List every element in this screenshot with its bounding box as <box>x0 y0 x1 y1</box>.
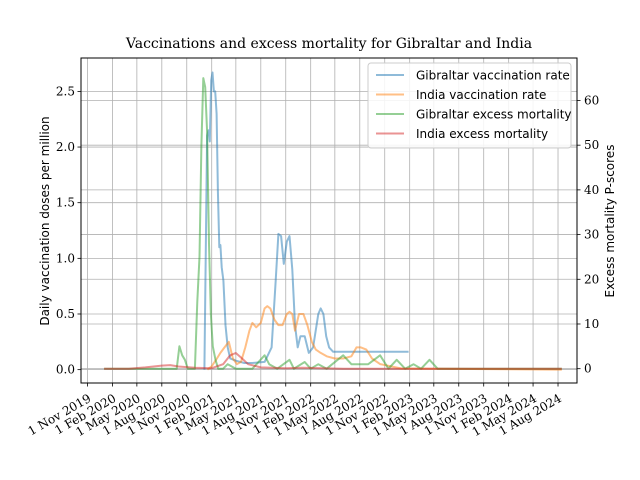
series-line-0 <box>203 71 409 370</box>
grid <box>81 58 577 383</box>
y2-tick-label: 60 <box>584 93 599 107</box>
y2-tick-label: 50 <box>584 138 599 152</box>
legend: Gibraltar vaccination rate India vaccinat… <box>367 62 572 149</box>
y-tick-label: 1.0 <box>56 251 75 265</box>
y2-axis-label: Excess mortality P-scores <box>603 145 617 298</box>
y2-tick-label: 10 <box>584 317 599 331</box>
y2-tick-label: 20 <box>584 272 599 286</box>
y-tick-label: 1.5 <box>56 196 75 210</box>
legend-label: Gibraltar vaccination rate <box>416 69 570 83</box>
series-line-3 <box>104 352 562 370</box>
plot-frame <box>80 57 578 384</box>
y-tick-label: 0.5 <box>56 307 75 321</box>
y-axis-label: Daily vaccination doses per million <box>38 116 52 325</box>
y-tick-label: 0.0 <box>56 363 75 377</box>
legend-box <box>367 62 572 149</box>
y-axis-right: 0 10 20 30 40 50 60 <box>577 93 599 376</box>
y-tick-label: 2.5 <box>56 84 75 98</box>
legend-label: Gibraltar excess mortality <box>416 108 572 122</box>
chart-title: Vaccinations and excess mortality for Gi… <box>125 36 532 52</box>
y-axis-left: 0.0 0.5 1.0 1.5 2.0 2.5 <box>56 84 81 377</box>
legend-label: India excess mortality <box>416 127 548 141</box>
y2-tick-label: 0 <box>584 362 592 376</box>
legend-label: India vaccination rate <box>416 88 546 102</box>
y-tick-label: 2.0 <box>56 140 75 154</box>
series-layer <box>104 71 562 371</box>
series-line-1 <box>206 305 562 371</box>
y2-tick-label: 40 <box>584 183 599 197</box>
y2-tick-label: 30 <box>584 228 599 242</box>
